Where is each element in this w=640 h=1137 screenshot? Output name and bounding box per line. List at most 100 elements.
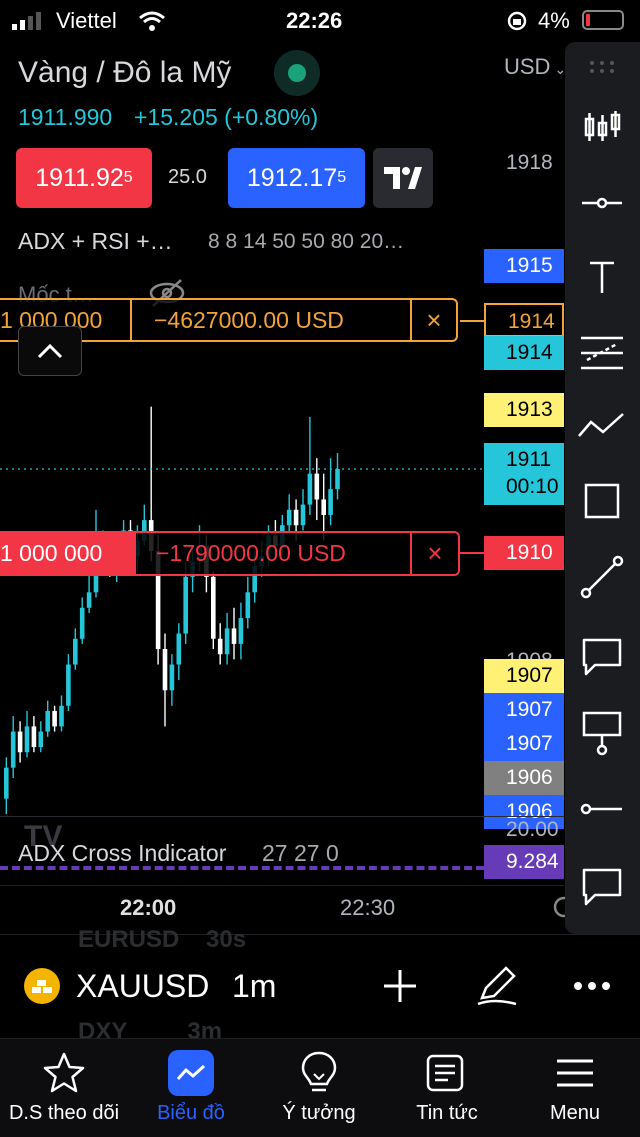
text-icon[interactable] — [577, 252, 627, 302]
chart-icon — [168, 1050, 214, 1096]
candle-body — [211, 576, 216, 639]
comment-icon[interactable] — [577, 862, 627, 912]
nav-label: Ý tưởng — [282, 1102, 356, 1124]
nav-news[interactable]: Tin tức — [383, 1040, 511, 1136]
order-line-2-rule — [460, 552, 484, 554]
sub-indicator-params: 27 27 0 — [262, 840, 339, 866]
indicator-params: 8 8 14 50 50 80 20… — [208, 230, 405, 253]
buy-price-sup: 5 — [337, 169, 347, 186]
candle-body — [10, 731, 16, 768]
nav-ideas[interactable]: Ý tưởng — [255, 1040, 383, 1136]
clock: 22:26 — [286, 8, 343, 33]
candle-body — [17, 731, 23, 753]
candle-body — [183, 576, 188, 634]
nav-watchlist[interactable]: D.S theo dõi — [0, 1040, 128, 1136]
candle-body — [328, 489, 333, 515]
price-tag: 1907 — [484, 659, 564, 693]
candle-body — [245, 592, 251, 619]
pane-divider — [0, 816, 564, 817]
candle-body — [162, 649, 168, 691]
symbol-bar-divider — [0, 934, 640, 935]
more-icon[interactable] — [572, 980, 612, 992]
candle-body — [307, 473, 313, 505]
symbol-title[interactable]: Vàng / Đô la Mỹ — [18, 56, 232, 89]
candle-body — [176, 633, 182, 665]
buy-button[interactable]: 1912.17 5 — [228, 148, 365, 208]
candle-body — [217, 638, 223, 655]
buy-price: 1912.17 — [246, 163, 338, 192]
candle-body — [86, 592, 92, 608]
sell-button[interactable]: 1911.92 5 — [16, 148, 152, 208]
drawing-toolbar — [565, 42, 640, 934]
candle-body — [66, 664, 71, 706]
path-icon[interactable] — [577, 400, 627, 450]
price-tag: 1906 — [484, 795, 564, 829]
battery-percent: 4% — [538, 8, 570, 33]
horizontal-line-icon[interactable] — [577, 178, 627, 228]
candle-body — [73, 638, 78, 665]
order-close-button[interactable]: × — [410, 533, 458, 574]
price-tag: 1913 — [484, 393, 564, 427]
candle-body — [31, 726, 37, 748]
status-bar: Viettel 22:26 4% — [0, 0, 640, 40]
candle-body — [79, 607, 85, 639]
bar-countdown: 00:10 — [506, 475, 559, 498]
price-tag: 1918 — [484, 146, 564, 180]
horizontal-ray-icon[interactable] — [577, 784, 627, 834]
settings-icon[interactable] — [548, 892, 572, 922]
sub-indicator-name[interactable]: ADX Cross Indicator — [18, 840, 227, 866]
carrier-name: Viettel — [56, 8, 117, 33]
symbol-name[interactable]: XAUUSD — [76, 968, 210, 1004]
trendline-icon[interactable] — [577, 552, 627, 602]
candle-body — [300, 504, 306, 526]
sell-price-sup: 5 — [123, 169, 133, 186]
candle-body — [38, 731, 44, 748]
indicator-name[interactable]: ADX + RSI +… — [18, 228, 173, 254]
rectangle-icon[interactable] — [577, 476, 627, 526]
sub-indicator-value: 9.284 — [484, 845, 564, 879]
tradingview-logo-button[interactable] — [373, 148, 433, 208]
tv-watermark-icon: TV — [24, 820, 63, 853]
order-line-2[interactable]: 1 000 000 −1790000.00 USD × — [0, 531, 460, 576]
nav-label: Menu — [549, 1102, 601, 1124]
price-tag: 1914 — [484, 336, 564, 370]
chevron-down-icon: ⌄ — [550, 61, 567, 77]
candles-icon[interactable] — [577, 102, 627, 152]
currency-label: USD — [504, 54, 551, 79]
interval-selector[interactable]: 1m — [232, 968, 277, 1004]
signal-icon — [12, 12, 48, 30]
candle-body — [293, 509, 299, 526]
candle-body — [169, 664, 175, 691]
draw-pencil-icon[interactable] — [474, 962, 520, 1008]
fib-icon[interactable] — [577, 328, 627, 378]
order-line-1-rule — [460, 320, 484, 322]
nav-label: Tin tức — [416, 1102, 478, 1124]
add-icon[interactable] — [380, 966, 420, 1006]
market-status-icon[interactable] — [274, 50, 320, 96]
price-tag: 1910 — [484, 536, 564, 570]
currency-selector[interactable]: USD ⌄ — [504, 54, 566, 80]
nav-menu[interactable]: Menu — [511, 1040, 639, 1136]
order-close-button[interactable]: × — [410, 300, 456, 340]
flag-note-icon[interactable] — [577, 708, 627, 758]
order-pnl: −1790000.00 USD — [156, 540, 346, 566]
time-axis-divider — [0, 885, 564, 886]
candle-body — [321, 499, 326, 515]
price-tag: 1906 — [484, 761, 564, 795]
candle-body — [24, 726, 30, 753]
wifi-icon — [139, 11, 165, 31]
price-change: +15.205 (+0.80%) — [134, 104, 319, 130]
price-tag: 1915 — [484, 249, 564, 283]
candle-body — [252, 566, 257, 593]
callout-icon[interactable] — [577, 632, 627, 682]
battery-icon — [582, 10, 624, 30]
candle-body — [286, 509, 292, 526]
order-pnl: −4627000.00 USD — [130, 300, 410, 340]
nav-label: Biểu đồ — [157, 1102, 225, 1124]
collapse-button[interactable] — [18, 326, 82, 376]
drag-handle-icon[interactable] — [577, 42, 627, 92]
nav-chart[interactable]: Biểu đồ — [127, 1040, 255, 1136]
rotation-lock-icon — [507, 11, 527, 31]
candle-body — [52, 710, 57, 727]
candle-body — [45, 710, 50, 732]
